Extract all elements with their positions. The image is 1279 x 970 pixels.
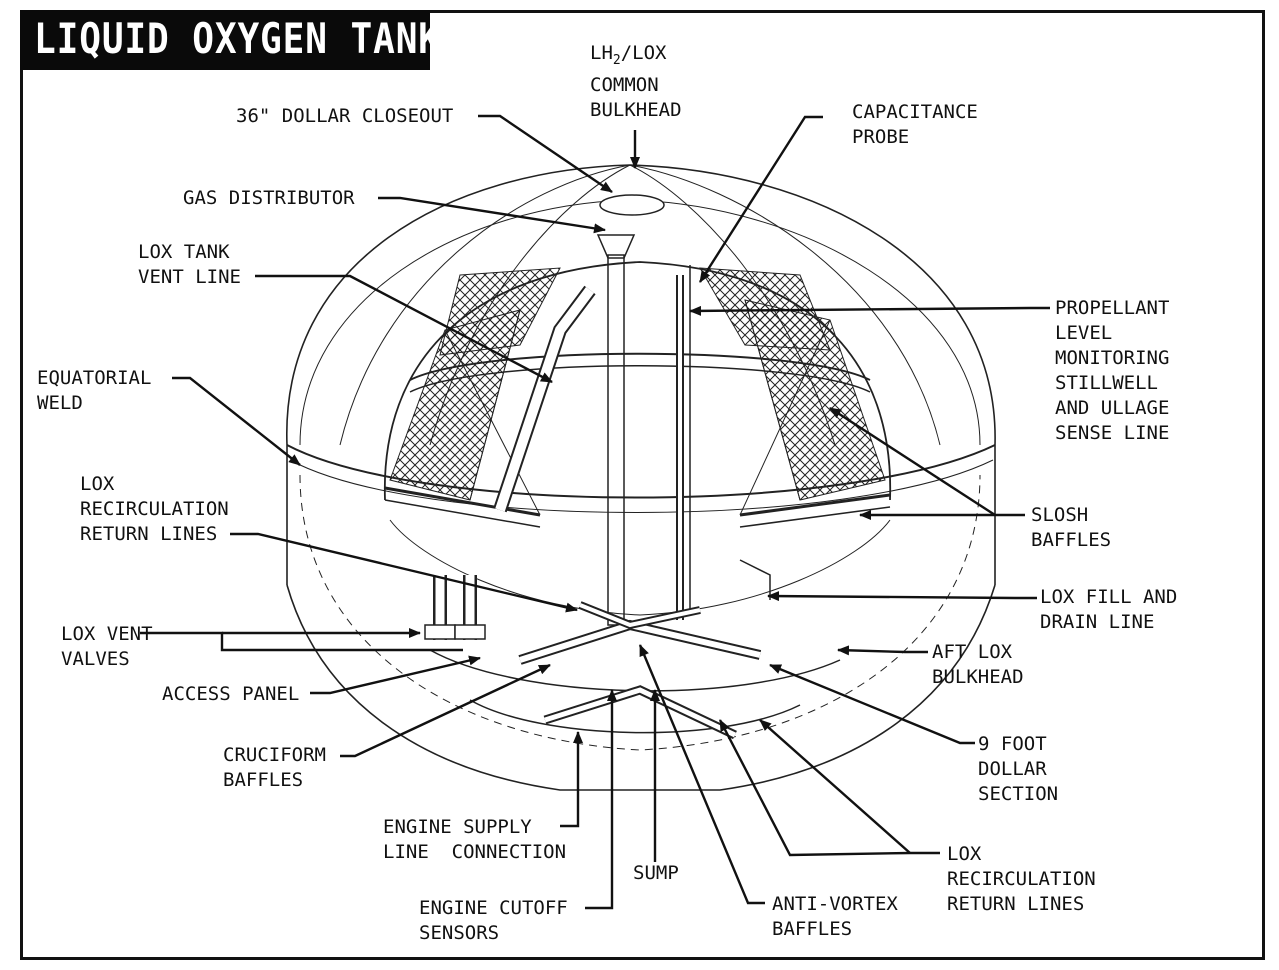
label-line: SENSORS [419, 922, 500, 944]
label-line: CAPACITANCE [852, 101, 978, 123]
label-anti-vortex: ANTI-VORTEX BAFFLES [772, 892, 898, 942]
label-line: ACCESS PANEL [162, 683, 300, 705]
label-sump: SUMP [633, 861, 679, 886]
label-line: SENSE LINE [1055, 422, 1170, 444]
label-line: BAFFLES [223, 769, 304, 791]
label-access-panel: ACCESS PANEL [162, 682, 299, 707]
leader-lines [140, 114, 1050, 910]
label-cruciform: CRUCIFORM BAFFLES [223, 743, 326, 793]
label-line: LH2/LOX [590, 42, 667, 68]
label-stillwell: PROPELLANT LEVEL MONITORING STILLWELL AN… [1055, 296, 1169, 446]
label-line: EQUATORIAL [37, 367, 152, 389]
label-engine-cutoff: ENGINE CUTOFF SENSORS [419, 896, 568, 946]
label-line: WELD [37, 392, 83, 414]
diagram-frame [20, 10, 1265, 960]
label-line: BULKHEAD [932, 666, 1024, 688]
label-nine-foot: 9 FOOT DOLLAR SECTION [978, 732, 1058, 807]
label-line: BAFFLES [772, 918, 853, 940]
label-recirc-lower: LOX RECIRCULATION RETURN LINES [947, 842, 1096, 917]
label-line: LINE CONNECTION [383, 841, 567, 863]
interior-cutaway [384, 194, 892, 740]
label-common-bulkhead: LH2/LOX COMMON BULKHEAD [590, 41, 682, 123]
label-line: ENGINE SUPPLY [383, 816, 532, 838]
label-line: MONITORING [1055, 347, 1170, 369]
label-line: SLOSH [1031, 504, 1089, 526]
label-line: SUMP [633, 862, 679, 884]
label-line: RECIRCULATION [947, 868, 1096, 890]
label-line: BULKHEAD [590, 98, 682, 121]
label-line: STILLWELL [1055, 372, 1158, 394]
label-line: RETURN LINES [947, 893, 1085, 915]
label-vent-line: LOX TANK VENT LINE [138, 240, 241, 290]
label-line: PROPELLANT [1055, 297, 1170, 319]
label-slosh-baffles: SLOSH BAFFLES [1031, 503, 1111, 553]
title-banner [20, 10, 430, 70]
label-line: ANTI-VORTEX [772, 893, 898, 915]
label-line: LEVEL [1055, 322, 1113, 344]
label-line: BAFFLES [1031, 529, 1112, 551]
label-line: PROBE [852, 126, 910, 148]
label-line: AND ULLAGE [1055, 397, 1170, 419]
label-line: LOX [947, 843, 982, 865]
label-dollar-closeout: 36" DOLLAR CLOSEOUT [236, 104, 453, 129]
label-line: AFT LOX [932, 641, 1013, 663]
label-line: LOX [80, 473, 115, 495]
label-line: DRAIN LINE [1040, 611, 1155, 633]
label-recirc-upper: LOX RECIRCULATION RETURN LINES [80, 472, 229, 547]
label-line: LOX TANK [138, 241, 230, 263]
diagram-title: LIQUID OXYGEN TANK [34, 14, 441, 63]
label-line: 9 FOOT [978, 733, 1047, 755]
label-capacitance-probe: CAPACITANCE PROBE [852, 100, 978, 150]
label-line: GAS DISTRIBUTOR [183, 187, 355, 209]
label-vent-valves: LOX VENT VALVES [61, 622, 153, 672]
label-line: VENT LINE [138, 266, 241, 288]
label-line: 36" DOLLAR CLOSEOUT [236, 105, 454, 127]
label-line: COMMON [590, 73, 659, 96]
label-aft-bulkhead: AFT LOX BULKHEAD [932, 640, 1024, 690]
label-line: RECIRCULATION [80, 498, 229, 520]
label-engine-supply: ENGINE SUPPLY LINE CONNECTION [383, 815, 566, 865]
label-line: DOLLAR [978, 758, 1047, 780]
label-line: CRUCIFORM [223, 744, 326, 766]
label-line: VALVES [61, 648, 130, 670]
label-line: LOX FILL AND [1040, 586, 1178, 608]
label-fill-drain: LOX FILL AND DRAIN LINE [1040, 585, 1177, 635]
label-line: SECTION [978, 783, 1059, 805]
label-line: ENGINE CUTOFF [419, 897, 568, 919]
label-gas-distributor: GAS DISTRIBUTOR [183, 186, 355, 211]
label-line: RETURN LINES [80, 523, 218, 545]
label-equatorial-weld: EQUATORIAL WELD [37, 366, 151, 416]
label-line: LOX VENT [61, 623, 153, 645]
